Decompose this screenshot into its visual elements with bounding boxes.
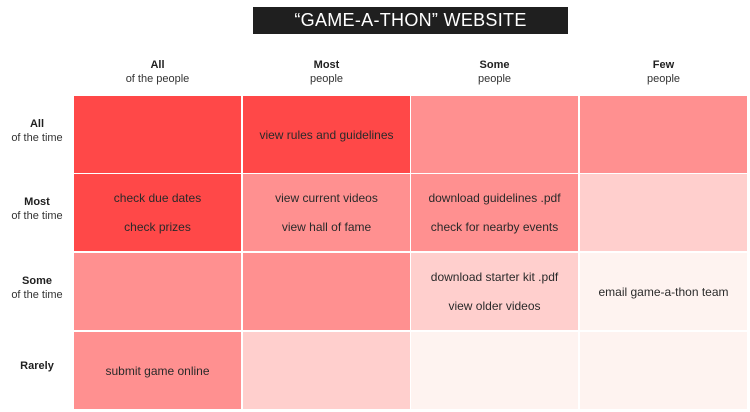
grid-cell [580, 174, 747, 251]
column-header-strong: Few [652, 59, 675, 71]
cell-item: check for nearby events [430, 220, 559, 234]
row-header-strong: Rarely [20, 360, 54, 372]
grid-cell: download guidelines .pdf check for nearby… [411, 174, 578, 251]
cell-item: download guidelines .pdf [428, 191, 561, 205]
column-header-most: Most people [243, 58, 410, 86]
row-header-sub: of the time [11, 210, 63, 222]
column-header-sub: people [309, 73, 344, 85]
grid-cell [580, 332, 747, 409]
row-header-strong: Most [24, 196, 50, 208]
grid-cell: email game-a-thon team [580, 253, 747, 330]
cell-item: view current videos [275, 191, 378, 205]
column-header-strong: Some [479, 59, 510, 71]
grid-cell [74, 96, 241, 173]
row-header-most: Most of the time [0, 195, 74, 223]
grid-cell: download starter kit .pdf view older vide… [411, 253, 578, 330]
grid-cell [411, 332, 578, 409]
cell-item: check due dates [113, 191, 202, 205]
row-header-rarely: Rarely [0, 359, 74, 373]
grid-cell [580, 96, 747, 173]
grid-cell: check due dates check prizes [74, 174, 241, 251]
row-header-some: Some of the time [0, 274, 74, 302]
row-header-strong: Some [22, 275, 52, 287]
column-header-sub: of the people [125, 73, 190, 85]
column-header-few: Few people [580, 58, 747, 86]
cell-item: view older videos [448, 299, 541, 313]
column-header-sub: people [646, 73, 681, 85]
cell-item: view rules and guidelines [259, 127, 394, 142]
grid-cell [74, 253, 241, 330]
column-header-strong: All [150, 59, 165, 71]
cell-item: email game-a-thon team [598, 284, 729, 299]
page-title: “GAME-A-THON” WEBSITE [253, 7, 568, 34]
cell-item: submit game online [105, 363, 210, 378]
grid-cell: view rules and guidelines [243, 96, 410, 173]
row-header-strong: All [29, 118, 45, 130]
cell-item: view hall of fame [281, 220, 372, 234]
row-header-all: All of the time [0, 117, 74, 145]
column-header-all: All of the people [74, 58, 241, 86]
grid-cell [411, 96, 578, 173]
grid-cell: view current videos view hall of fame [243, 174, 410, 251]
cell-item: download starter kit .pdf [430, 270, 559, 284]
column-header-strong: Most [313, 59, 340, 71]
row-header-sub: of the time [11, 289, 63, 301]
column-header-sub: people [477, 73, 512, 85]
column-header-some: Some people [411, 58, 578, 86]
grid-cell [243, 253, 410, 330]
grid-cell: submit game online [74, 332, 241, 409]
row-header-sub: of the time [11, 132, 63, 144]
grid-cell [243, 332, 410, 409]
cell-item: check prizes [124, 220, 191, 234]
